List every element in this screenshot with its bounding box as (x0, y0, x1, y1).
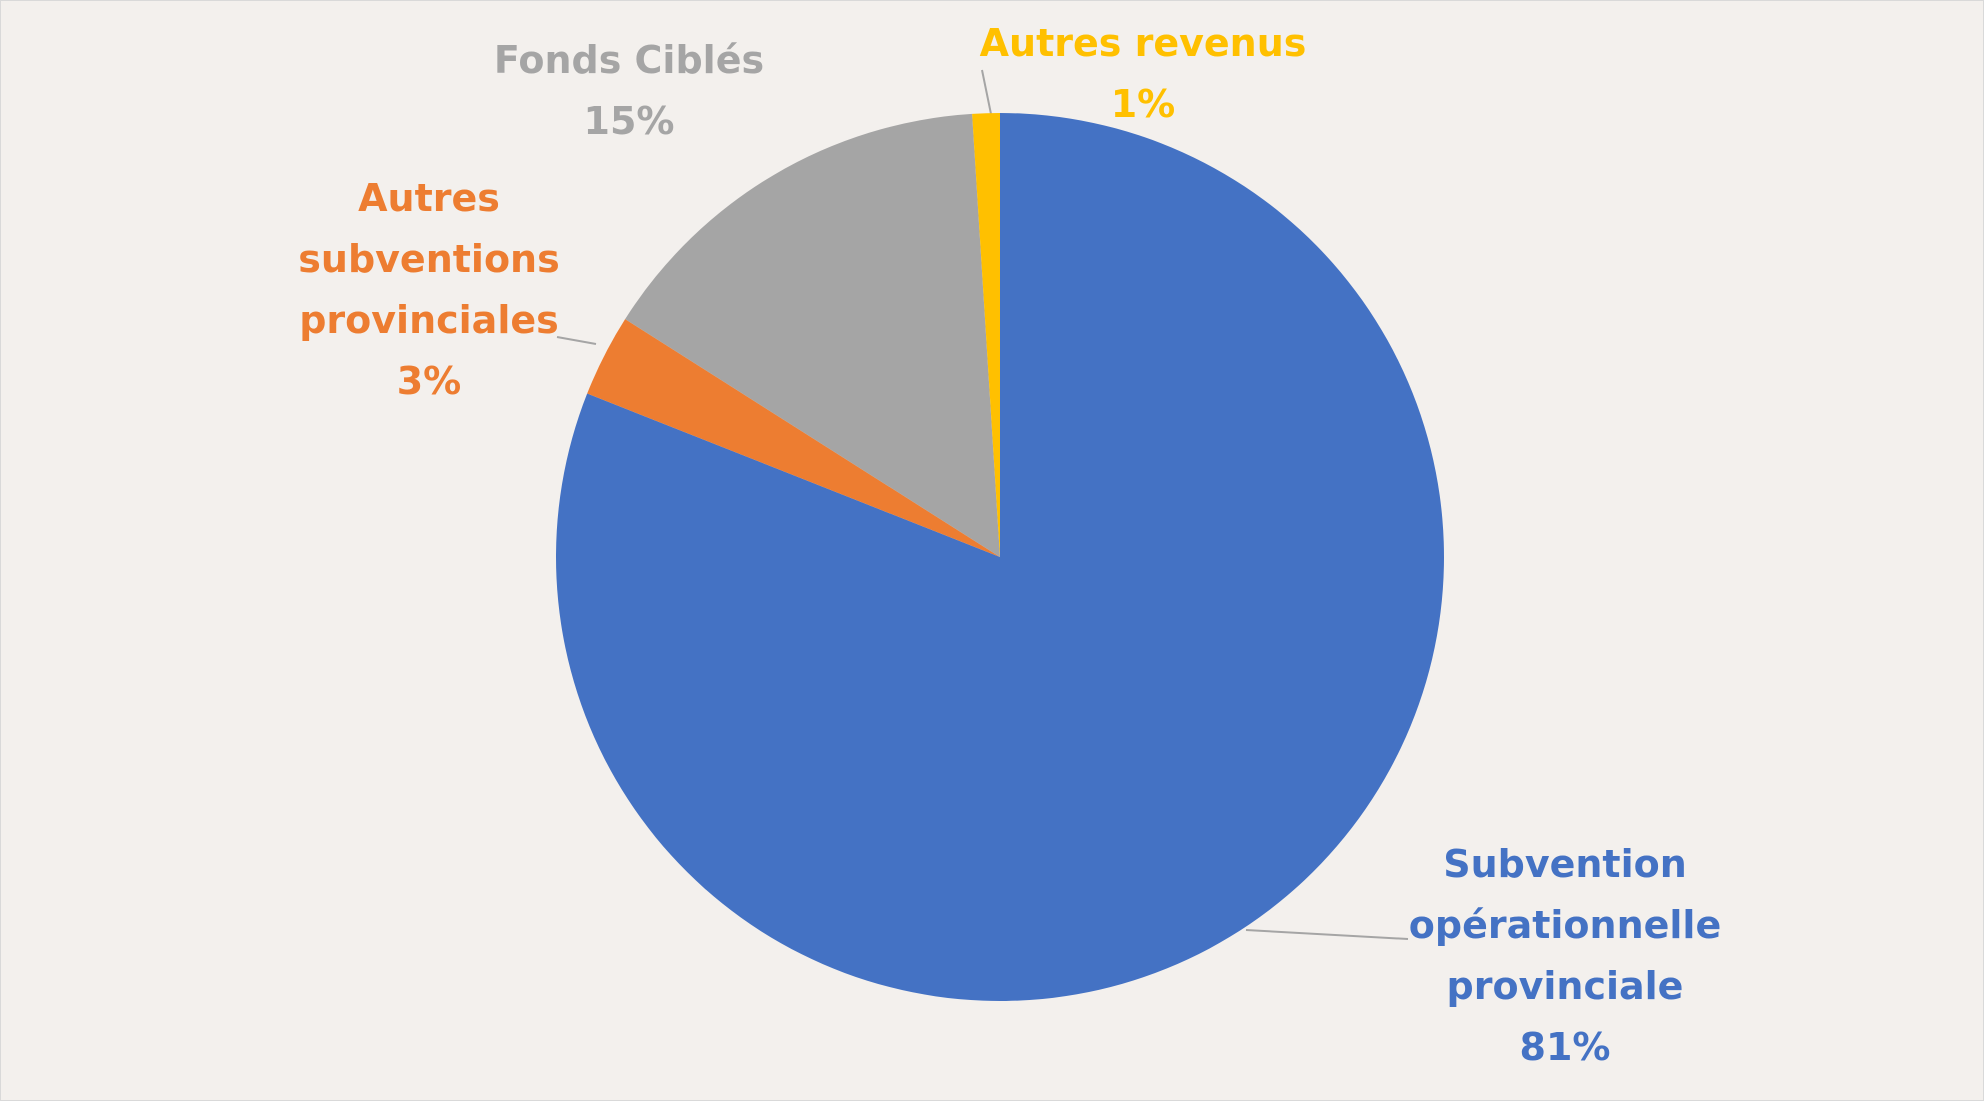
label-value: 1% (1110, 82, 1176, 126)
pie-slice (587, 319, 1000, 557)
label-value: 3% (396, 359, 462, 403)
leader-line (556, 336, 597, 345)
label-name: Autres subventions provinciales (298, 176, 560, 342)
pie-slice (972, 113, 1000, 557)
pie-slice (556, 113, 1444, 1001)
data-label: Autres revenus 1% (963, 13, 1323, 135)
data-label: Subvention opérationnelle provinciale 81% (1400, 834, 1730, 1078)
leader-line (981, 69, 992, 115)
pie-slice (625, 113, 1000, 557)
data-label: Fonds Ciblés 15% (459, 30, 799, 152)
label-name: Autres revenus (979, 21, 1307, 65)
data-label: Autres subventions provinciales 3% (294, 168, 564, 412)
label-name: Fonds Ciblés (493, 38, 765, 82)
label-value: 81% (1519, 1025, 1611, 1069)
leader-line (1245, 929, 1409, 940)
label-value: 15% (583, 99, 675, 143)
label-name: Subvention opérationnelle provinciale (1408, 842, 1722, 1008)
